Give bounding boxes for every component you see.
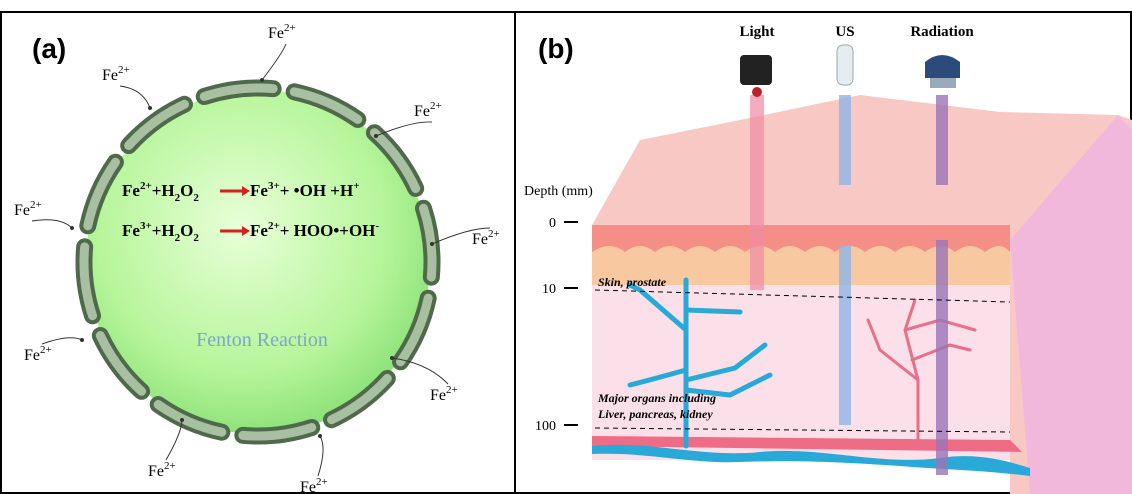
layer-label: Skin, prostate bbox=[598, 275, 667, 289]
fe-charge: 2+ bbox=[118, 64, 130, 76]
caption: Fenton Reaction bbox=[196, 329, 328, 351]
fe-base: Fe bbox=[268, 25, 284, 42]
fe-base: Fe bbox=[102, 67, 118, 84]
source-label: US bbox=[835, 24, 854, 40]
equation-term: 3+ bbox=[268, 180, 280, 192]
us-icon bbox=[837, 45, 853, 85]
fe-charge: 2+ bbox=[430, 100, 442, 112]
depth-tick-label: 0 bbox=[549, 216, 556, 231]
light-beam bbox=[750, 95, 764, 290]
fe-charge: 2+ bbox=[284, 22, 296, 34]
fe-label: Fe2+ bbox=[300, 476, 328, 494]
equation-term: + •OH +H bbox=[280, 181, 354, 200]
fe-label: Fe2+ bbox=[472, 228, 500, 248]
fe-base: Fe bbox=[24, 347, 40, 364]
equation-term: 2+ bbox=[268, 220, 280, 232]
fe-charge: 2+ bbox=[164, 460, 176, 472]
equation-term: - bbox=[375, 220, 379, 232]
radiation-icon bbox=[925, 55, 960, 78]
fe-base: Fe bbox=[472, 231, 488, 248]
layer-label: Major organs including bbox=[597, 391, 716, 405]
fe-label: Fe2+ bbox=[268, 22, 296, 42]
fe-label: Fe2+ bbox=[102, 64, 130, 84]
panel-label: (b) bbox=[538, 33, 574, 64]
fe-arrowhead bbox=[430, 242, 434, 246]
panel-a: (a) Fenton Reaction Fe2+Fe2+Fe2+Fe2+Fe2+… bbox=[14, 22, 500, 494]
fe-label: Fe2+ bbox=[24, 344, 52, 364]
equation-term: Fe bbox=[122, 221, 140, 240]
us-beam bbox=[839, 95, 851, 185]
equation-term: Fe bbox=[250, 221, 268, 240]
fe-base: Fe bbox=[148, 463, 164, 480]
equation-term: + HOO•+OH bbox=[280, 221, 376, 240]
fe-arrow bbox=[318, 436, 323, 476]
fe-label: Fe2+ bbox=[148, 460, 176, 480]
fe-arrowhead bbox=[390, 356, 394, 360]
radiation-beam bbox=[936, 95, 948, 185]
equation-term: + bbox=[353, 180, 359, 192]
fe-arrowhead bbox=[180, 418, 184, 422]
fe-arrowhead bbox=[80, 338, 84, 342]
fe-arrowhead bbox=[70, 226, 74, 230]
fe-charge: 2+ bbox=[30, 199, 42, 211]
equation-term: 2 bbox=[193, 232, 199, 244]
source-label: Light bbox=[739, 24, 774, 40]
equation-term: O bbox=[180, 181, 193, 200]
fe-arrowhead bbox=[374, 134, 378, 138]
equation-term: Fe bbox=[122, 181, 140, 200]
fe-charge: 2+ bbox=[446, 384, 458, 396]
fe-arrow bbox=[32, 220, 72, 228]
radiation-beam bbox=[936, 240, 948, 475]
us-beam bbox=[839, 245, 851, 425]
fe-charge: 2+ bbox=[40, 344, 52, 356]
figure: (a) Fenton Reaction Fe2+Fe2+Fe2+Fe2+Fe2+… bbox=[0, 0, 1132, 494]
fe-base: Fe bbox=[300, 479, 316, 494]
fe-charge: 2+ bbox=[316, 476, 328, 488]
depth-title: Depth (mm) bbox=[524, 184, 593, 199]
equation-term: +H bbox=[152, 181, 175, 200]
fe-arrow bbox=[120, 86, 150, 108]
layer-label: Liver, pancreas, kidney bbox=[597, 407, 713, 421]
fe-base: Fe bbox=[430, 387, 446, 404]
equation-term: 2+ bbox=[140, 180, 152, 192]
fe-charge: 2+ bbox=[488, 228, 500, 240]
equation-term: 3+ bbox=[140, 220, 152, 232]
depth-tick-label: 100 bbox=[535, 419, 556, 434]
radiation-icon bbox=[930, 78, 956, 88]
equation-term: +H bbox=[152, 221, 175, 240]
equation-term: 2 bbox=[193, 192, 199, 204]
fe-arrowhead bbox=[318, 434, 322, 438]
source-label: Radiation bbox=[910, 24, 974, 40]
fe-label: Fe2+ bbox=[414, 100, 442, 120]
panel-b: (b) Light US Radiation Depth (mm) 0 10 100 Skin… bbox=[524, 24, 1132, 494]
fe-arrowhead bbox=[260, 78, 264, 82]
fe-arrowhead bbox=[148, 106, 152, 110]
equation-term: Fe bbox=[250, 181, 268, 200]
fe-base: Fe bbox=[414, 103, 430, 120]
fe-arrow bbox=[262, 44, 286, 80]
fe-base: Fe bbox=[14, 202, 30, 219]
light-icon bbox=[740, 55, 772, 85]
equation-term: O bbox=[180, 221, 193, 240]
panel-label: (a) bbox=[32, 33, 66, 64]
fe-label: Fe2+ bbox=[14, 199, 42, 219]
depth-tick-label: 10 bbox=[542, 282, 556, 297]
equation-right: Fe3++ •OH +H+ bbox=[250, 180, 360, 200]
fe-label: Fe2+ bbox=[430, 384, 458, 404]
light-icon bbox=[752, 87, 762, 97]
